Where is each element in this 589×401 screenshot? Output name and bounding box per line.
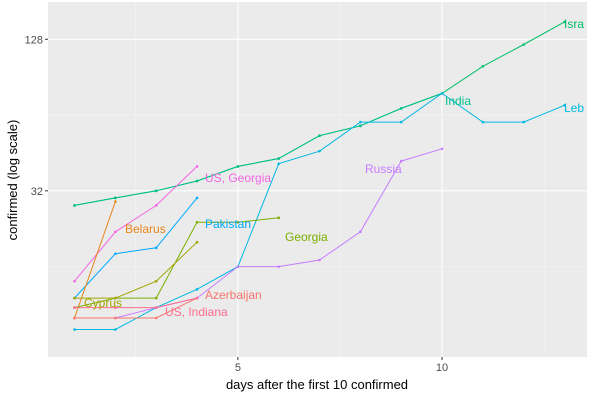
data-point <box>399 120 403 124</box>
series-line <box>74 166 198 282</box>
series-us-indiana <box>73 296 199 309</box>
plot-panel <box>48 2 587 357</box>
data-point <box>481 64 485 68</box>
data-point <box>277 157 281 160</box>
data-point <box>114 196 117 200</box>
series-label: US, Georgia <box>205 171 271 185</box>
data-point <box>114 296 117 300</box>
data-point <box>359 120 362 124</box>
data-point <box>195 220 199 224</box>
data-point <box>236 165 240 168</box>
data-point <box>440 147 444 151</box>
x-axis-title: days after the first 10 confirmed <box>226 377 408 392</box>
data-point <box>195 288 199 291</box>
data-point <box>195 296 199 300</box>
series-label: Russia <box>365 162 402 176</box>
data-point <box>154 246 158 250</box>
data-point <box>318 258 321 262</box>
series-us-georgia <box>73 165 199 283</box>
series-line <box>74 92 443 206</box>
data-point <box>481 120 485 124</box>
series-label: Pakistan <box>205 217 251 231</box>
series-label: Azerbaijan <box>205 288 262 302</box>
data-point <box>73 306 76 309</box>
data-point <box>318 149 321 153</box>
axis-ticks: 5 10 32 128 <box>25 34 449 374</box>
data-point <box>440 92 444 95</box>
data-point <box>277 265 281 268</box>
series-label: Leb <box>564 101 584 115</box>
series-label: India <box>445 94 471 108</box>
data-point <box>195 165 199 168</box>
data-point <box>236 220 240 224</box>
data-point <box>154 296 158 300</box>
series-label: US, Indiana <box>165 305 228 319</box>
series-line <box>74 297 198 319</box>
series-india <box>73 92 444 207</box>
data-point <box>563 103 566 107</box>
data-point <box>73 204 76 207</box>
data-point <box>563 20 566 24</box>
data-point <box>236 265 240 268</box>
x-tick-label: 10 <box>436 362 448 374</box>
major-gridlines <box>48 2 587 357</box>
series-label: Georgia <box>285 230 328 244</box>
data-point <box>154 306 158 309</box>
series-label: Cyprus <box>84 296 122 310</box>
series-line <box>74 297 198 309</box>
data-point <box>114 316 117 320</box>
data-point <box>154 316 158 320</box>
series-labels: Isra India Leb Russia US, Georgia Pakistan Bel… <box>84 17 584 319</box>
y-tick-label: 32 <box>31 186 43 198</box>
data-point <box>195 196 199 200</box>
y-axis-title: confirmed (log scale) <box>5 120 20 241</box>
data-point <box>277 216 281 220</box>
data-point <box>114 306 117 309</box>
data-point <box>359 124 362 128</box>
data-point <box>399 159 403 163</box>
data-point <box>195 179 199 183</box>
data-point <box>522 43 526 46</box>
y-tick-label: 128 <box>25 34 43 46</box>
data-point <box>359 230 362 234</box>
data-point <box>73 296 76 300</box>
data-point <box>73 279 76 283</box>
series-line <box>74 217 279 309</box>
data-point <box>195 240 199 244</box>
series-line <box>74 148 443 319</box>
data-point <box>114 200 117 203</box>
series-line <box>74 197 198 299</box>
data-point <box>399 107 403 110</box>
data-point <box>154 189 158 193</box>
data-point <box>154 204 158 207</box>
series-cyprus <box>73 240 199 300</box>
data-point <box>73 328 76 331</box>
data-point <box>114 230 117 234</box>
data-point <box>318 134 321 137</box>
data-point <box>73 316 76 320</box>
data-point <box>154 279 158 283</box>
x-tick-label: 5 <box>235 362 241 374</box>
series-label: Isra <box>564 17 584 31</box>
data-point <box>277 162 281 166</box>
data-point <box>114 252 117 256</box>
data-point <box>522 120 526 124</box>
data-point <box>114 328 117 331</box>
series-label: Belarus <box>125 222 166 236</box>
series-layer <box>73 20 566 331</box>
series-line <box>74 241 198 299</box>
